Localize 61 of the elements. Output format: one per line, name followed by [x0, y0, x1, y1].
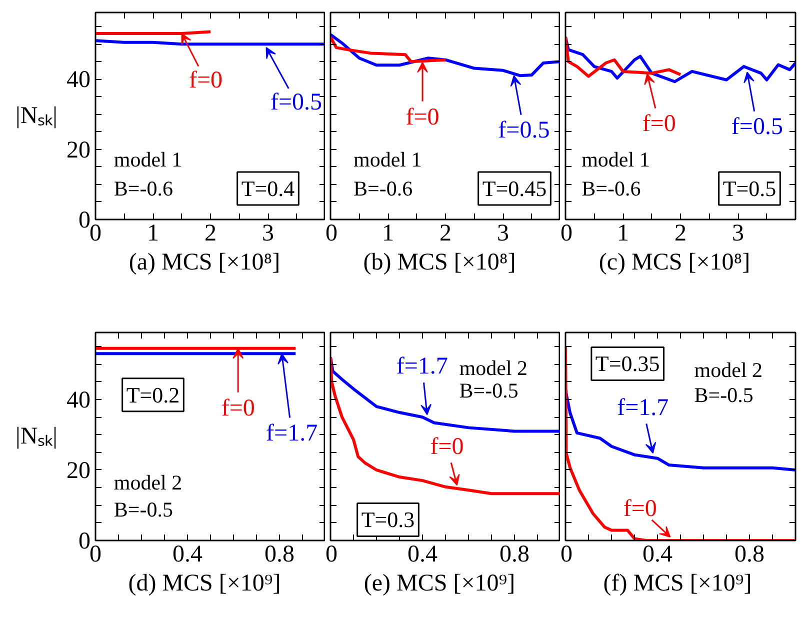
annotation: f=0 — [406, 104, 440, 130]
x-axis-title: (c) MCS [×10⁸] — [598, 250, 750, 276]
x-tick-label: 0.8 — [500, 542, 530, 568]
y-tick-label: 20 — [66, 458, 90, 484]
annotation: T=0.2 — [126, 382, 180, 408]
annotation: model 1 — [114, 147, 182, 172]
annotation: T=0.35 — [595, 351, 660, 376]
x-axis-title: (b) MCS [×10⁸] — [363, 250, 516, 276]
x-tick-label: 0.4 — [408, 542, 438, 568]
annotation: f=0 — [642, 110, 676, 137]
x-tick-label: 0 — [560, 542, 572, 568]
annotation: f=0.5 — [731, 114, 783, 140]
annotation: f=0 — [623, 496, 657, 522]
x-tick-label: 0 — [326, 220, 338, 246]
annotation: B=-0.6 — [582, 176, 641, 200]
annotation: model 1 — [582, 147, 650, 172]
x-axis-title: (f) MCS [×10⁹] — [603, 570, 752, 596]
x-tick-label: 3 — [497, 220, 509, 246]
annotation: f=0.5 — [498, 118, 550, 144]
x-tick-label: 1 — [147, 220, 159, 246]
x-tick-label: 0.4 — [172, 542, 202, 568]
annotation: f=1.7 — [617, 395, 669, 422]
annotation: B=-0.6 — [354, 176, 413, 200]
y-axis-title: |Nₛₖ| — [16, 424, 58, 450]
x-tick-label: 3 — [732, 220, 744, 246]
x-axis-title: (a) MCS [×10⁸] — [128, 250, 280, 276]
annotation: T=0.5 — [722, 176, 776, 201]
annotation: B=-0.5 — [694, 382, 754, 407]
y-tick-label: 40 — [66, 387, 90, 414]
annotation: T=0.4 — [241, 176, 295, 201]
x-tick-label: 2 — [440, 220, 452, 246]
x-tick-label: 0.8 — [264, 542, 294, 568]
y-tick-label: 40 — [66, 67, 90, 94]
x-tick-label: 0.8 — [734, 542, 764, 568]
annotation: f=0.5 — [270, 90, 322, 116]
x-tick-label: 0 — [326, 542, 338, 568]
annotation: B=-0.5 — [114, 497, 173, 522]
annotation: f=0 — [221, 395, 255, 422]
annotation: f=1.7 — [396, 354, 448, 380]
annotation: B=-0.5 — [459, 378, 518, 403]
annotation: model 2 — [694, 358, 763, 382]
x-tick-label: 0 — [560, 220, 572, 246]
x-tick-label: 2 — [204, 220, 216, 246]
annotation: f=1.7 — [266, 420, 318, 447]
x-tick-label: 0.4 — [642, 542, 672, 568]
annotation: B=-0.6 — [114, 176, 173, 200]
annotation: f=0 — [188, 68, 223, 94]
annotation: T=0.3 — [361, 507, 415, 532]
y-axis-title: |Nₛₖ| — [16, 103, 58, 129]
x-tick-label: 3 — [262, 220, 274, 246]
annotation: model 2 — [114, 470, 182, 494]
annotation: model 1 — [354, 147, 422, 172]
x-axis-title: (e) MCS [×10⁹] — [364, 570, 516, 596]
annotation: f=0 — [430, 434, 464, 460]
y-tick-label: 20 — [66, 137, 90, 164]
x-axis-title: (d) MCS [×10⁹] — [128, 570, 281, 596]
x-tick-label: 1 — [617, 220, 629, 246]
x-tick-label: 2 — [674, 220, 686, 246]
x-tick-label: 1 — [382, 220, 394, 246]
annotation: T=0.45 — [482, 176, 547, 201]
annotation: model 2 — [459, 356, 528, 380]
